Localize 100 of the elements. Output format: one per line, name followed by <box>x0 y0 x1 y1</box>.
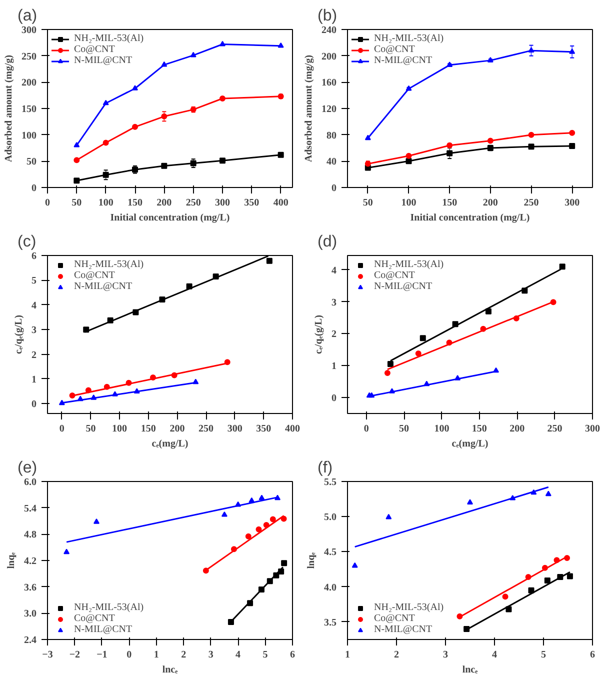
x-axis-title: cₑ(mg/L) <box>152 438 188 450</box>
legend-label: NH₂-MIL-53(Al) <box>74 602 144 613</box>
y-tick-label: 3 <box>332 297 336 308</box>
x-tick-label: 250 <box>547 424 562 434</box>
legend-label: Co@CNT <box>374 44 415 55</box>
y-tick-label: 240 <box>322 25 336 36</box>
x-tick-label: 250 <box>524 198 539 208</box>
y-tick-label: 4 <box>332 265 336 276</box>
y-axis-title: lnqₑ <box>306 552 317 569</box>
x-tick-label: 150 <box>140 424 156 434</box>
legend-label: N-MIL@CNT <box>74 55 132 66</box>
chart-title: (d) <box>318 234 338 250</box>
x-tick-label: 150 <box>442 198 458 208</box>
x-tick-label: −3 <box>42 650 53 660</box>
x-tick-label: 200 <box>156 198 172 208</box>
x-tick-label: −1 <box>96 650 108 660</box>
x-tick-label: 4 <box>492 650 497 660</box>
y-tick-label: 4.0 <box>324 582 336 594</box>
y-axis-title: cₑ/qₑ(g/L) <box>314 314 324 354</box>
y-tick-label: 4.5 <box>324 547 336 558</box>
x-tick-label: 250 <box>186 198 201 208</box>
x-tick-label: 50 <box>86 424 96 434</box>
x-tick-label: 150 <box>128 198 142 208</box>
y-tick-label: 80 <box>326 130 336 142</box>
y-tick-label: 5.5 <box>324 477 336 488</box>
x-axis-title: lncₑ <box>462 664 478 676</box>
y-tick-label: 50 <box>26 156 36 168</box>
y-tick-label: 6.0 <box>24 477 36 488</box>
x-tick-label: 200 <box>510 424 525 434</box>
y-tick-label: 1 <box>332 361 336 372</box>
y-tick-label: 0 <box>332 183 336 194</box>
x-tick-label: 0 <box>126 650 132 660</box>
x-tick-label: 6 <box>290 650 295 660</box>
legend-label: NH₂-MIL-53(Al) <box>374 602 444 613</box>
x-tick-label: 5 <box>262 650 268 660</box>
legend-label: NH₂-MIL-53(Al) <box>374 33 444 44</box>
x-tick-label: 0 <box>45 198 50 208</box>
y-tick-label: 2 <box>332 329 336 340</box>
legend-label: NH₂-MIL-53(Al) <box>74 259 144 270</box>
y-tick-label: 100 <box>22 130 36 142</box>
y-tick-label: 2 <box>32 350 36 361</box>
y-tick-label: 200 <box>322 51 336 62</box>
legend-label: N-MIL@CNT <box>374 624 432 635</box>
x-tick-label: 150 <box>472 424 487 434</box>
y-axis-title: Adsorbed amount (mg/g) <box>304 54 314 162</box>
y-tick-label: 2.4 <box>24 635 36 646</box>
x-tick-label: 400 <box>285 424 300 434</box>
x-tick-label: 2 <box>181 650 186 660</box>
legend-label: Co@CNT <box>374 613 415 624</box>
x-tick-label: 300 <box>585 424 600 434</box>
y-axis-title: lnqₑ <box>6 552 17 569</box>
legend-label: NH₂-MIL-53(Al) <box>74 33 144 44</box>
x-tick-label: 350 <box>256 424 272 434</box>
x-tick-label: 300 <box>564 198 580 208</box>
x-tick-label: 3 <box>443 650 448 660</box>
x-tick-label: 300 <box>227 424 242 434</box>
legend-label: NH₂-MIL-53(Al) <box>374 259 444 270</box>
x-tick-label: 2 <box>394 650 399 660</box>
legend-label: Co@CNT <box>374 270 415 281</box>
chart-title: (c) <box>18 234 36 250</box>
x-tick-label: 0 <box>364 424 369 434</box>
y-tick-label: 300 <box>22 25 36 36</box>
x-tick-label: 50 <box>362 198 373 208</box>
y-tick-label: 4.2 <box>24 556 36 567</box>
x-tick-label: 100 <box>434 424 450 434</box>
chart-title: (b) <box>318 8 338 24</box>
x-tick-label: −2 <box>69 650 80 660</box>
x-tick-label: 6 <box>590 650 595 660</box>
legend-label: N-MIL@CNT <box>74 281 132 292</box>
y-tick-label: 40 <box>326 156 336 168</box>
x-tick-label: 200 <box>482 198 498 208</box>
x-tick-label: 1 <box>345 650 350 660</box>
y-tick-label: 4.8 <box>24 530 36 541</box>
y-tick-label: 3.6 <box>24 582 36 594</box>
y-tick-label: 0 <box>32 183 36 194</box>
y-tick-label: 4 <box>32 300 36 312</box>
x-tick-label: 350 <box>244 198 260 208</box>
x-tick-label: 50 <box>399 424 410 434</box>
y-tick-label: 5.0 <box>324 512 336 524</box>
x-axis-title: Initial concentration (mg/L) <box>410 212 530 224</box>
x-tick-label: 4 <box>236 650 241 660</box>
y-tick-label: 3.0 <box>24 608 36 620</box>
chart-title: (e) <box>18 460 38 476</box>
x-tick-label: 0 <box>59 424 64 434</box>
x-tick-label: 1 <box>154 650 159 660</box>
y-axis-title: Adsorbed amount (mg/g) <box>4 54 14 162</box>
x-tick-label: 400 <box>273 198 288 208</box>
x-tick-label: 100 <box>112 424 128 434</box>
legend-label: N-MIL@CNT <box>374 55 432 66</box>
y-tick-label: 0 <box>332 393 336 404</box>
y-tick-label: 1 <box>32 374 36 386</box>
y-tick-label: 5 <box>32 276 36 287</box>
legend-label: Co@CNT <box>74 613 115 624</box>
chart-title: (f) <box>318 460 333 476</box>
legend-label: Co@CNT <box>74 270 115 281</box>
chart-title: (a) <box>18 8 38 24</box>
y-tick-label: 0 <box>32 399 36 410</box>
y-tick-label: 150 <box>22 104 36 115</box>
y-tick-label: 3.5 <box>324 617 336 628</box>
y-tick-label: 3 <box>32 325 36 336</box>
